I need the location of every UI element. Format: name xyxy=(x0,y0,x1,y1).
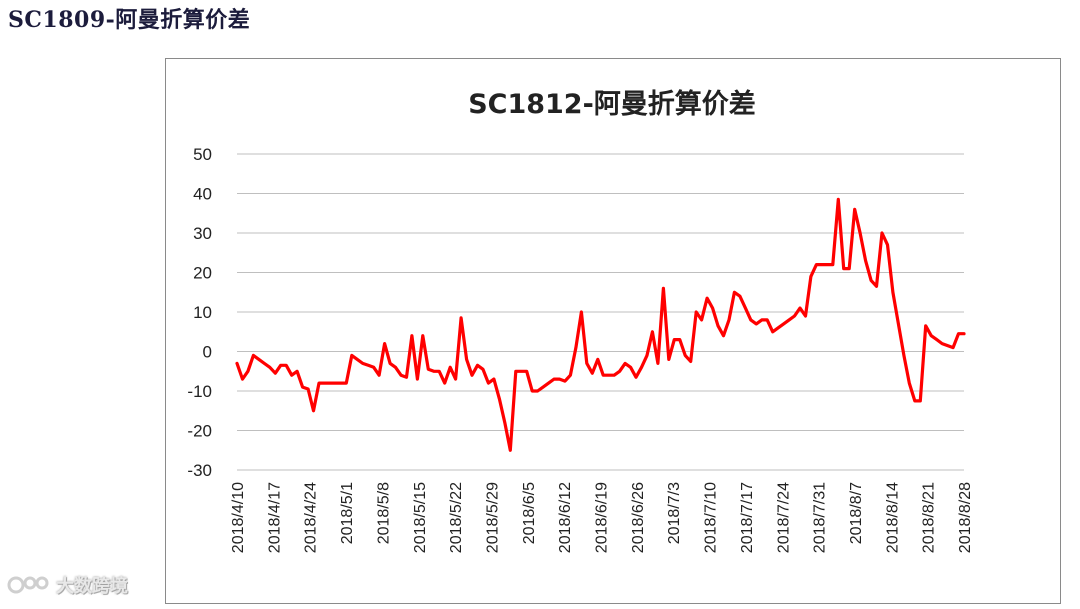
gridlines xyxy=(237,153,964,471)
y-tick-label: -20 xyxy=(187,422,212,441)
x-tick-label: 2018/8/21 xyxy=(921,482,938,553)
series-line xyxy=(235,197,966,452)
x-tick-label: 2018/5/22 xyxy=(448,482,465,553)
chart-frame: SC1812-阿曼折算价差 50 40 30 20 10 0 -10 -20 -30 2018/… xyxy=(165,58,1061,604)
y-tick-label: 10 xyxy=(193,303,212,322)
y-tick-label: 0 xyxy=(203,343,212,362)
x-tick-label: 2018/7/3 xyxy=(666,482,683,544)
x-tick-label: 2018/4/10 xyxy=(230,482,247,553)
x-tick-label: 2018/4/17 xyxy=(266,482,283,553)
y-axis-tick-labels: 50 40 30 20 10 0 -10 -20 -30 xyxy=(187,145,212,480)
slide-title: SC1809-阿曼折算价差 xyxy=(8,7,251,33)
x-tick-label: 2018/6/5 xyxy=(521,482,538,544)
y-tick-label: -30 xyxy=(187,461,212,480)
y-tick-label: 30 xyxy=(193,224,212,243)
x-tick-label: 2018/5/29 xyxy=(484,482,501,553)
x-axis-tick-labels: 2018/4/10 2018/4/17 2018/4/24 2018/5/1 2018/… xyxy=(230,482,974,553)
y-tick-label: 20 xyxy=(193,264,212,283)
line-chart: SC1812-阿曼折算价差 50 40 30 20 10 0 -10 -20 -30 2018/… xyxy=(187,88,974,553)
x-tick-label: 2018/5/8 xyxy=(375,482,392,544)
y-tick-label: -10 xyxy=(187,382,212,401)
series xyxy=(235,197,966,452)
x-tick-label: 2018/8/28 xyxy=(957,482,974,553)
x-tick-label: 2018/8/7 xyxy=(848,482,865,544)
x-tick-label: 2018/5/15 xyxy=(412,482,429,553)
x-tick-label: 2018/6/26 xyxy=(630,482,647,553)
x-tick-label: 2018/8/14 xyxy=(884,482,901,553)
x-tick-label: 2018/7/10 xyxy=(703,482,720,553)
x-tick-label: 2018/6/12 xyxy=(557,482,574,553)
x-tick-label: 2018/6/19 xyxy=(594,482,611,553)
x-tick-label: 2018/4/24 xyxy=(303,482,320,553)
watermark-logo-icon xyxy=(6,573,50,597)
watermark-text: 大数跨境 xyxy=(56,576,128,597)
x-tick-label: 2018/7/24 xyxy=(775,482,792,553)
y-tick-label: 40 xyxy=(193,185,212,204)
x-tick-label: 2018/7/31 xyxy=(812,482,829,553)
x-tick-label: 2018/7/17 xyxy=(739,482,756,553)
y-tick-label: 50 xyxy=(193,145,212,164)
x-tick-label: 2018/5/1 xyxy=(339,482,356,544)
watermark: 大数跨境 xyxy=(6,572,128,598)
chart-title: SC1812-阿曼折算价差 xyxy=(468,88,756,120)
